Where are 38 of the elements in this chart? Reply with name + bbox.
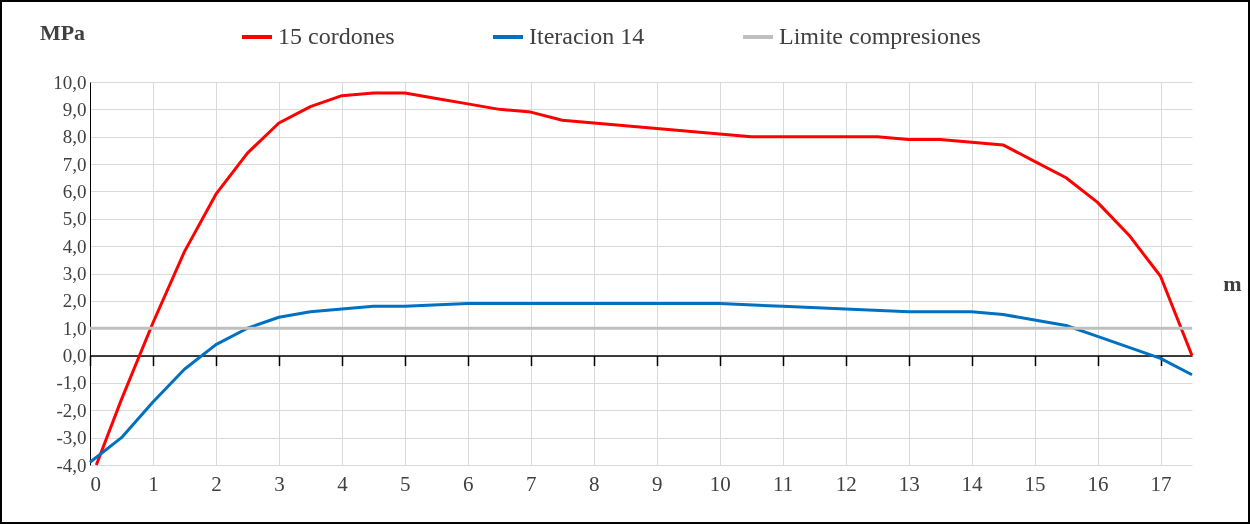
y-tick-label: 4,0 (62, 235, 87, 257)
legend-label: Iteracion 14 (529, 23, 645, 49)
y-tick-label: 5,0 (62, 208, 87, 230)
x-tick-label: 6 (463, 471, 474, 496)
x-tick-label: 15 (1024, 471, 1046, 496)
x-tick-label: 16 (1087, 471, 1109, 496)
x-tick-label: 12 (835, 471, 857, 496)
x-axis-title: m (1223, 271, 1242, 296)
y-tick-label: -3,0 (56, 427, 87, 449)
y-tick-label: 8,0 (62, 126, 87, 148)
x-tick-label: 13 (898, 471, 920, 496)
x-tick-label: 10 (709, 471, 731, 496)
x-tick-label: 5 (400, 471, 411, 496)
y-tick-label: 7,0 (62, 153, 87, 175)
x-tick-label: 11 (773, 471, 794, 496)
x-tick-label: 14 (961, 471, 984, 496)
legend-label: Limite compresiones (779, 23, 981, 49)
y-tick-label: 1,0 (62, 317, 87, 339)
x-tick-label: 3 (274, 471, 285, 496)
x-tick-label: 1 (148, 471, 159, 496)
y-tick-label: 0,0 (62, 345, 87, 367)
x-tick-label: 2 (211, 471, 222, 496)
y-tick-label: -4,0 (56, 454, 87, 476)
y-tick-label: 3,0 (62, 263, 87, 284)
y-tick-label: -2,0 (56, 399, 87, 421)
x-tick-label: 8 (589, 471, 600, 496)
y-tick-label: 2,0 (62, 290, 87, 312)
x-tick-label: 0 (90, 471, 101, 496)
x-tick-label: 4 (337, 471, 349, 496)
y-tick-label: -1,0 (56, 372, 87, 394)
x-tick-label: 17 (1150, 471, 1172, 496)
y-tick-label: 10,0 (53, 71, 87, 93)
y-axis-title: MPa (39, 19, 86, 45)
y-tick-label: 6,0 (62, 180, 87, 202)
y-tick-label: 9,0 (62, 98, 87, 120)
x-tick-label: 9 (651, 471, 663, 496)
legend-label: 15 cordones (278, 23, 395, 49)
x-tick-label: 7 (526, 471, 537, 496)
